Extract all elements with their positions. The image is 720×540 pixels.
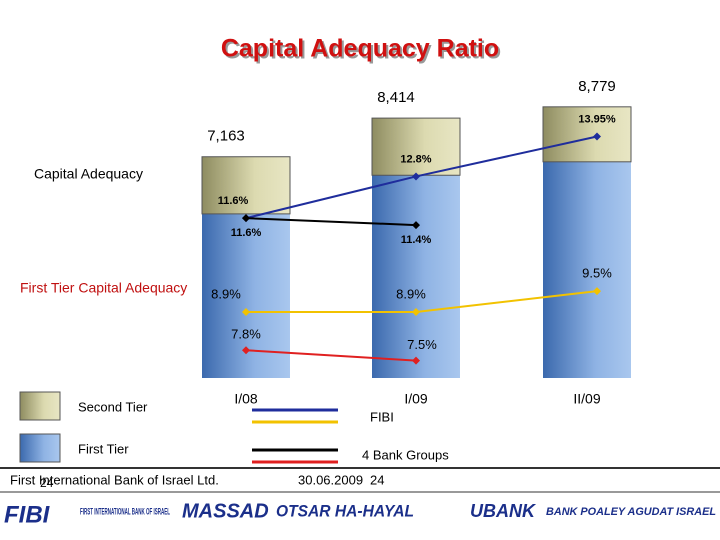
x-tick-label: II/09 (573, 391, 600, 407)
logo: FIBI (4, 501, 51, 528)
bar-segment (543, 161, 631, 378)
data-label: 13.95% (578, 113, 616, 125)
legend-label: FIBI (370, 409, 394, 424)
data-label: 12.8% (400, 153, 431, 165)
line-series (245, 349, 417, 362)
bar-segment (372, 175, 460, 378)
line-series (245, 217, 417, 227)
logos: FIBI FIRST INTERNATIONAL BANK OF ISRAEL … (4, 500, 716, 528)
logo: MASSAD (182, 500, 269, 522)
line-point (242, 214, 250, 223)
data-label: 11.6% (231, 227, 262, 239)
legend-label: 4 Bank Groups (362, 447, 449, 462)
line-point (593, 287, 601, 296)
data-label: 7.5% (407, 337, 437, 352)
title-shadow: Capital Adequacy Ratio (223, 37, 501, 65)
x-tick-label: I/09 (404, 391, 428, 407)
bar-segment (201, 156, 291, 215)
annotation: Capital Adequacy (34, 166, 143, 182)
legend-swatch (19, 391, 61, 421)
x-tick-label: I/08 (234, 391, 258, 407)
line-point (242, 346, 250, 355)
line-point (593, 132, 601, 141)
data-label: 9.5% (582, 266, 612, 281)
data-label: 8.9% (211, 286, 241, 301)
logo: OTSAR HA-HAYAL (276, 501, 414, 520)
line-point (412, 221, 420, 230)
annotation: First Tier Capital Adequacy (20, 280, 187, 296)
page-number: 24 (40, 476, 54, 490)
line-point (242, 307, 250, 316)
line-point (412, 356, 420, 365)
total-label: 7,163 (207, 128, 245, 145)
data-label: 7.8% (231, 327, 261, 342)
legend-swatch (19, 433, 61, 463)
logo: UBANK (470, 501, 537, 521)
total-label: 8,414 (377, 89, 415, 106)
line-point (412, 172, 420, 181)
data-label: 8.9% (396, 286, 426, 301)
bar-segment (542, 106, 632, 163)
line-point (412, 307, 420, 316)
total-label: 8,779 (578, 78, 616, 95)
legend-label: Second Tier (78, 399, 148, 414)
chart-title: Capital Adequacy Ratio (221, 35, 499, 63)
bar-segment (371, 117, 461, 176)
data-label: 11.6% (218, 195, 249, 207)
legend-label: First Tier (78, 441, 129, 456)
data-label: 11.4% (401, 234, 432, 246)
footer-company: First International Bank of Israel Ltd. (10, 472, 219, 487)
logo: BANK POALEY AGUDAT ISRAEL (546, 506, 716, 518)
footer-date: 30.06.2009 (298, 472, 363, 487)
logo: FIRST INTERNATIONAL BANK OF ISRAEL (80, 506, 170, 516)
footer-page: 24 (370, 472, 384, 487)
